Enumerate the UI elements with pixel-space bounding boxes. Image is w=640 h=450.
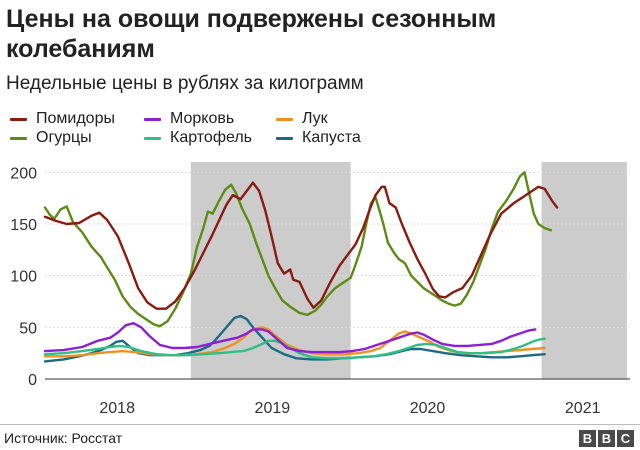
x-tick-label: 2019 <box>255 400 291 417</box>
legend-label-tomatoes: Помидоры <box>36 110 115 127</box>
bbc-logo-block: C <box>617 430 634 447</box>
bbc-logo-block: B <box>598 430 615 447</box>
legend-label-onion: Лук <box>302 110 328 127</box>
legend-item-carrot: Морковь <box>144 109 234 129</box>
legend-swatch-potato <box>144 136 161 140</box>
series-line-cucumbers <box>43 171 553 328</box>
series-line-tomatoes <box>43 181 559 310</box>
y-tick-label: 0 <box>28 372 37 389</box>
shaded-period <box>541 162 627 379</box>
legend-label-potato: Картофель <box>170 129 253 146</box>
y-tick-label: 200 <box>10 165 37 182</box>
y-axis-labels: 0 50 100 150 200 <box>10 165 37 389</box>
chart-subtitle: Недельные цены в рублях за килограмм <box>6 73 364 94</box>
legend-swatch-tomatoes <box>10 117 27 121</box>
series-line-potato <box>43 337 546 360</box>
legend-item-potato: Картофель <box>144 128 252 148</box>
legend-item-cucumbers: Огурцы <box>10 128 92 148</box>
source-note: Источник: Росстат <box>4 430 123 446</box>
legend-swatch-carrot <box>144 117 161 121</box>
legend-swatch-cucumbers <box>10 136 27 140</box>
chart-legend: Помидоры Морковь Лук Огурцы Картофель Ка… <box>10 109 430 153</box>
legend-label-cucumbers: Огурцы <box>36 129 92 146</box>
y-tick-label: 150 <box>10 217 37 234</box>
legend-label-carrot: Морковь <box>170 110 235 127</box>
x-tick-label: 2018 <box>99 400 135 417</box>
bbc-logo: B B C <box>579 430 634 447</box>
chart-title: Цены на овощи подвержены сезонным колеба… <box>6 5 497 63</box>
legend-item-onion: Лук <box>276 109 328 129</box>
x-tick-label: 2021 <box>565 400 601 417</box>
y-tick-label: 50 <box>19 320 37 337</box>
legend-item-tomatoes: Помидоры <box>10 109 115 129</box>
x-axis-labels: 2018 2019 2020 2021 <box>99 400 600 417</box>
series-line-carrot <box>43 322 537 354</box>
footer-divider <box>0 424 640 425</box>
legend-item-cabbage: Капуста <box>276 128 361 148</box>
legend-label-cabbage: Капуста <box>302 129 361 146</box>
legend-swatch-cabbage <box>276 136 293 140</box>
line-chart: 0 50 100 150 200 2018 2019 2020 2021 <box>10 162 630 417</box>
y-tick-label: 100 <box>10 269 37 286</box>
series-line-cabbage <box>43 314 546 363</box>
series-lines <box>43 171 559 363</box>
legend-swatch-onion <box>276 117 293 121</box>
x-tick-label: 2020 <box>410 400 446 417</box>
bbc-logo-block: B <box>579 430 596 447</box>
